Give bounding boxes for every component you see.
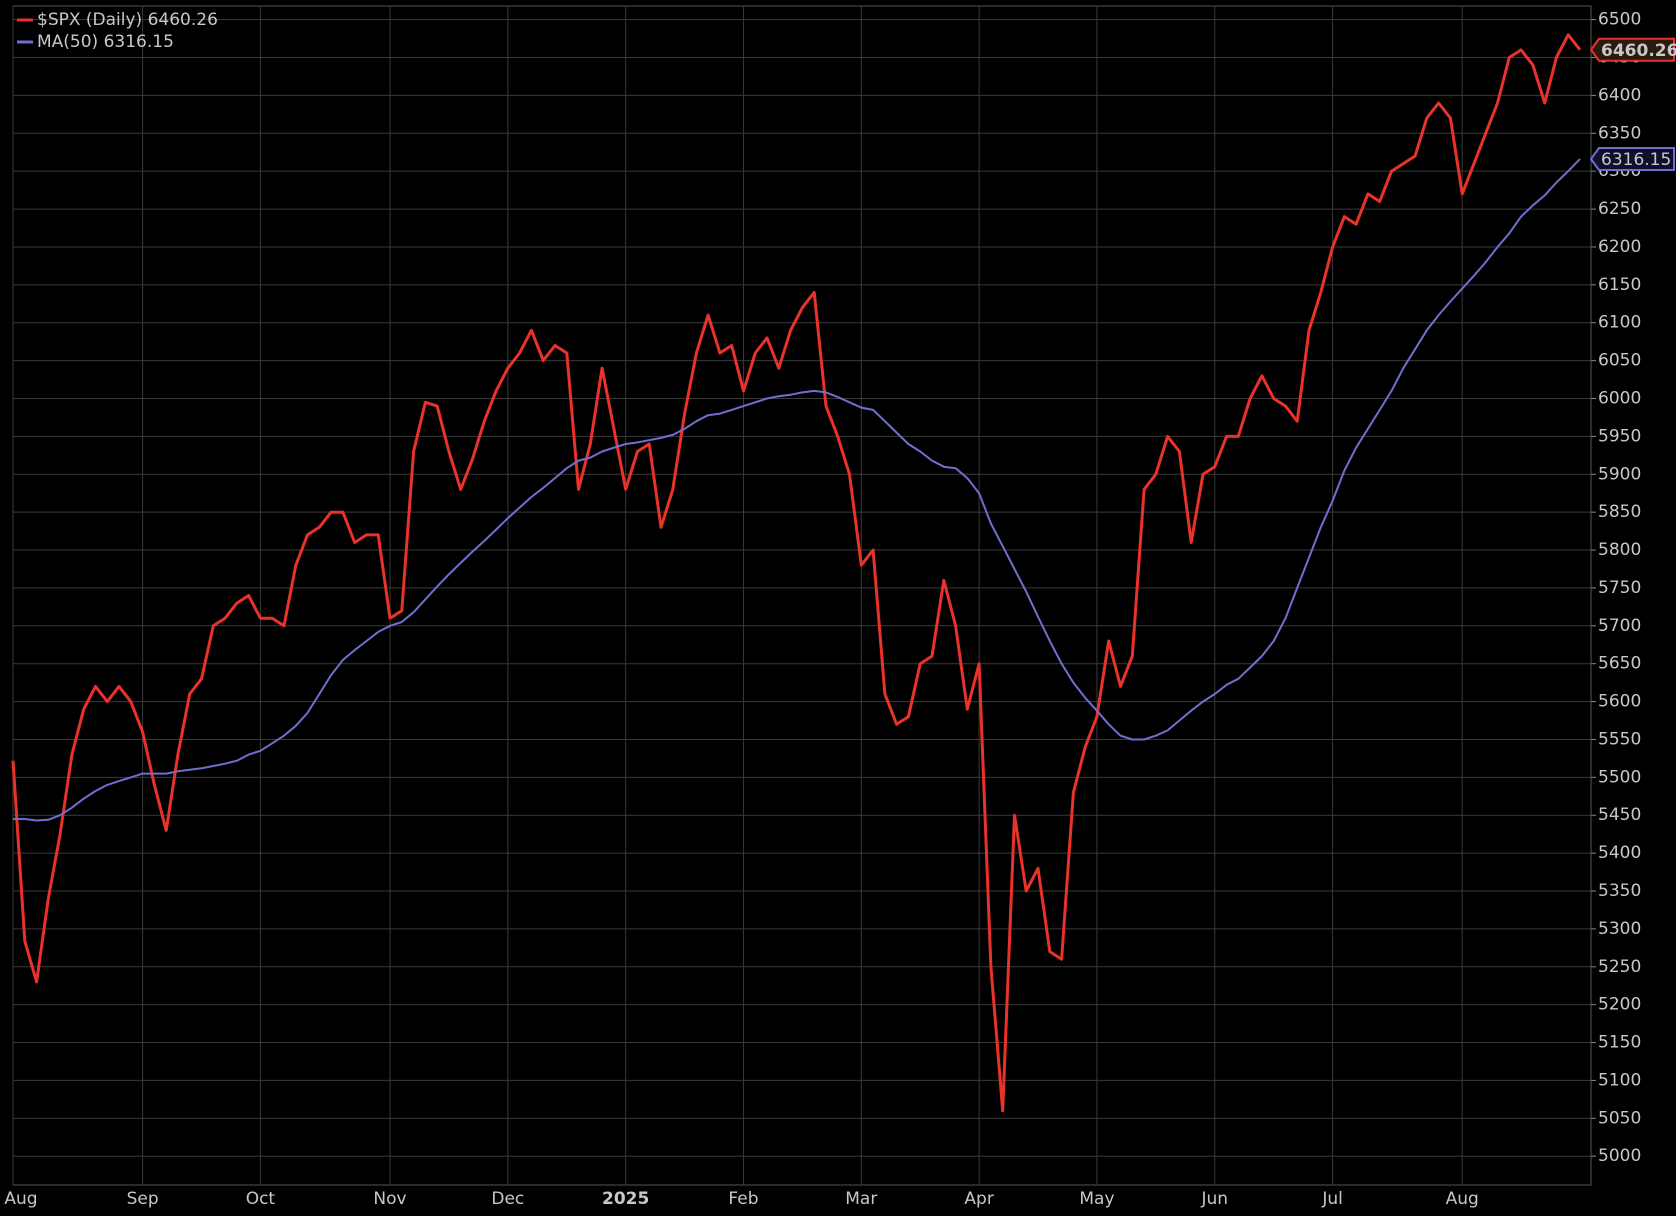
y-tick-label: 5000: [1598, 1146, 1641, 1166]
legend-name: MA(50): [37, 32, 98, 52]
price-tag-label: 6316.15: [1601, 150, 1671, 170]
y-tick-label: 5600: [1598, 692, 1641, 712]
price-tag: [1589, 146, 1675, 171]
x-tick-label: Feb: [728, 1189, 758, 1209]
x-tick-label: 2025: [602, 1189, 649, 1209]
y-tick-label: 6000: [1598, 388, 1641, 408]
y-tick-label: 6150: [1598, 275, 1641, 295]
y-tick-label: 5350: [1598, 881, 1641, 901]
y-tick-label: 5800: [1598, 540, 1641, 560]
y-tick-label: 5250: [1598, 957, 1641, 977]
y-tick-label: 6350: [1598, 123, 1641, 143]
x-tick-label: Sep: [127, 1189, 159, 1209]
x-tick-label: Aug: [1446, 1189, 1479, 1209]
y-tick-label: 5550: [1598, 729, 1641, 749]
y-tick-label: 5400: [1598, 843, 1641, 863]
x-tick-label: Aug: [4, 1189, 37, 1209]
price-tag-label: 6460.26: [1601, 41, 1676, 61]
y-tick-label: 6100: [1598, 313, 1641, 333]
y-tick-label: 5650: [1598, 654, 1641, 674]
y-tick-label: 5100: [1598, 1070, 1641, 1090]
y-tick-label: 6050: [1598, 351, 1641, 371]
price-tag: [1589, 37, 1675, 62]
y-tick-label: 5200: [1598, 995, 1641, 1015]
legend-value: 6316.15: [104, 32, 174, 52]
y-tick-label: 6400: [1598, 85, 1641, 105]
y-tick-label: 5750: [1598, 578, 1641, 598]
y-tick-label: 6200: [1598, 237, 1641, 257]
x-tick-label: Oct: [246, 1189, 276, 1209]
y-tick-label: 5900: [1598, 464, 1641, 484]
y-tick-label: 5150: [1598, 1033, 1641, 1053]
legend-name: $SPX (Daily): [37, 10, 142, 30]
series-line: [13, 158, 1581, 822]
y-tick-label: 5850: [1598, 502, 1641, 522]
x-tick-label: Nov: [373, 1189, 406, 1209]
y-tick-label: 5450: [1598, 805, 1641, 825]
legend-label: $SPX (Daily) 6460.26: [37, 10, 218, 30]
legend-label: MA(50) 6316.15: [37, 32, 174, 52]
series-line: [11, 33, 1582, 1113]
x-tick-label: Mar: [845, 1189, 877, 1209]
y-tick-label: 5500: [1598, 767, 1641, 787]
legend-value: 6460.26: [148, 10, 218, 30]
y-tick-label: 5700: [1598, 616, 1641, 636]
y-tick-label: 5950: [1598, 426, 1641, 446]
x-tick-label: May: [1079, 1189, 1114, 1209]
x-tick-label: Jul: [1321, 1189, 1343, 1209]
y-tick-label: 6250: [1598, 199, 1641, 219]
y-tick-label: 6500: [1598, 10, 1641, 30]
x-tick-label: Dec: [491, 1189, 524, 1209]
y-tick-label: 5300: [1598, 919, 1641, 939]
x-tick-label: Jun: [1200, 1189, 1228, 1209]
y-tick-label: 5050: [1598, 1108, 1641, 1128]
x-tick-label: Apr: [964, 1189, 993, 1209]
